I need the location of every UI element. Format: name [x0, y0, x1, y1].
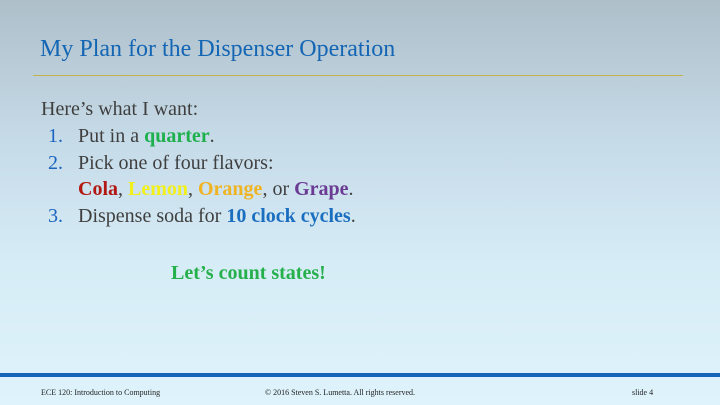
item-text-before: Dispense soda for: [78, 205, 227, 227]
item-text: Put in a quarter.: [78, 123, 356, 149]
footer-bar: [0, 373, 720, 377]
flavor-line: Cola, Lemon, Orange, or Grape.: [78, 176, 356, 202]
footer-copyright: © 2016 Steven S. Lumetta. All rights res…: [265, 388, 416, 397]
flavor-separator: ,: [118, 178, 128, 200]
footer-course: ECE 120: Introduction to Computing: [41, 388, 161, 397]
flavor-lemon: Lemon: [128, 178, 188, 200]
item-text-after: .: [350, 205, 356, 227]
quarter-highlight: quarter: [144, 125, 210, 147]
item-text: Pick one of four flavors:: [78, 152, 274, 174]
item-text-after: .: [209, 125, 215, 147]
list-item: 1. Put in a quarter.: [48, 123, 356, 149]
flavor-grape: Grape: [294, 178, 349, 200]
slide-title: My Plan for the Dispenser Operation: [40, 36, 396, 62]
item-number: 1.: [48, 125, 63, 147]
flavor-orange: Orange: [198, 178, 263, 200]
item-text: Dispense soda for 10 clock cycles.: [78, 203, 356, 229]
list-item: 3. Dispense soda for 10 clock cycles.: [48, 203, 356, 229]
flavor-cola: Cola: [78, 178, 118, 200]
item-number: 2.: [48, 152, 63, 174]
clock-cycles-highlight: 10 clock cycles: [226, 205, 351, 227]
flavor-separator: , or: [262, 178, 295, 200]
intro-text: Here’s what I want:: [41, 98, 199, 120]
list-item: 2. Pick one of four flavors: Cola, Lemon…: [48, 150, 356, 202]
item-text-before: Put in a: [78, 125, 145, 147]
callout-text: Let’s count states!: [171, 262, 326, 284]
flavor-separator: ,: [188, 178, 198, 200]
title-divider: [33, 75, 683, 76]
flavor-end: .: [348, 178, 354, 200]
item-number: 3.: [48, 205, 63, 227]
footer-slide-number: slide 4: [632, 388, 654, 397]
plan-list: 1. Put in a quarter. 2. Pick one of four…: [48, 123, 356, 230]
